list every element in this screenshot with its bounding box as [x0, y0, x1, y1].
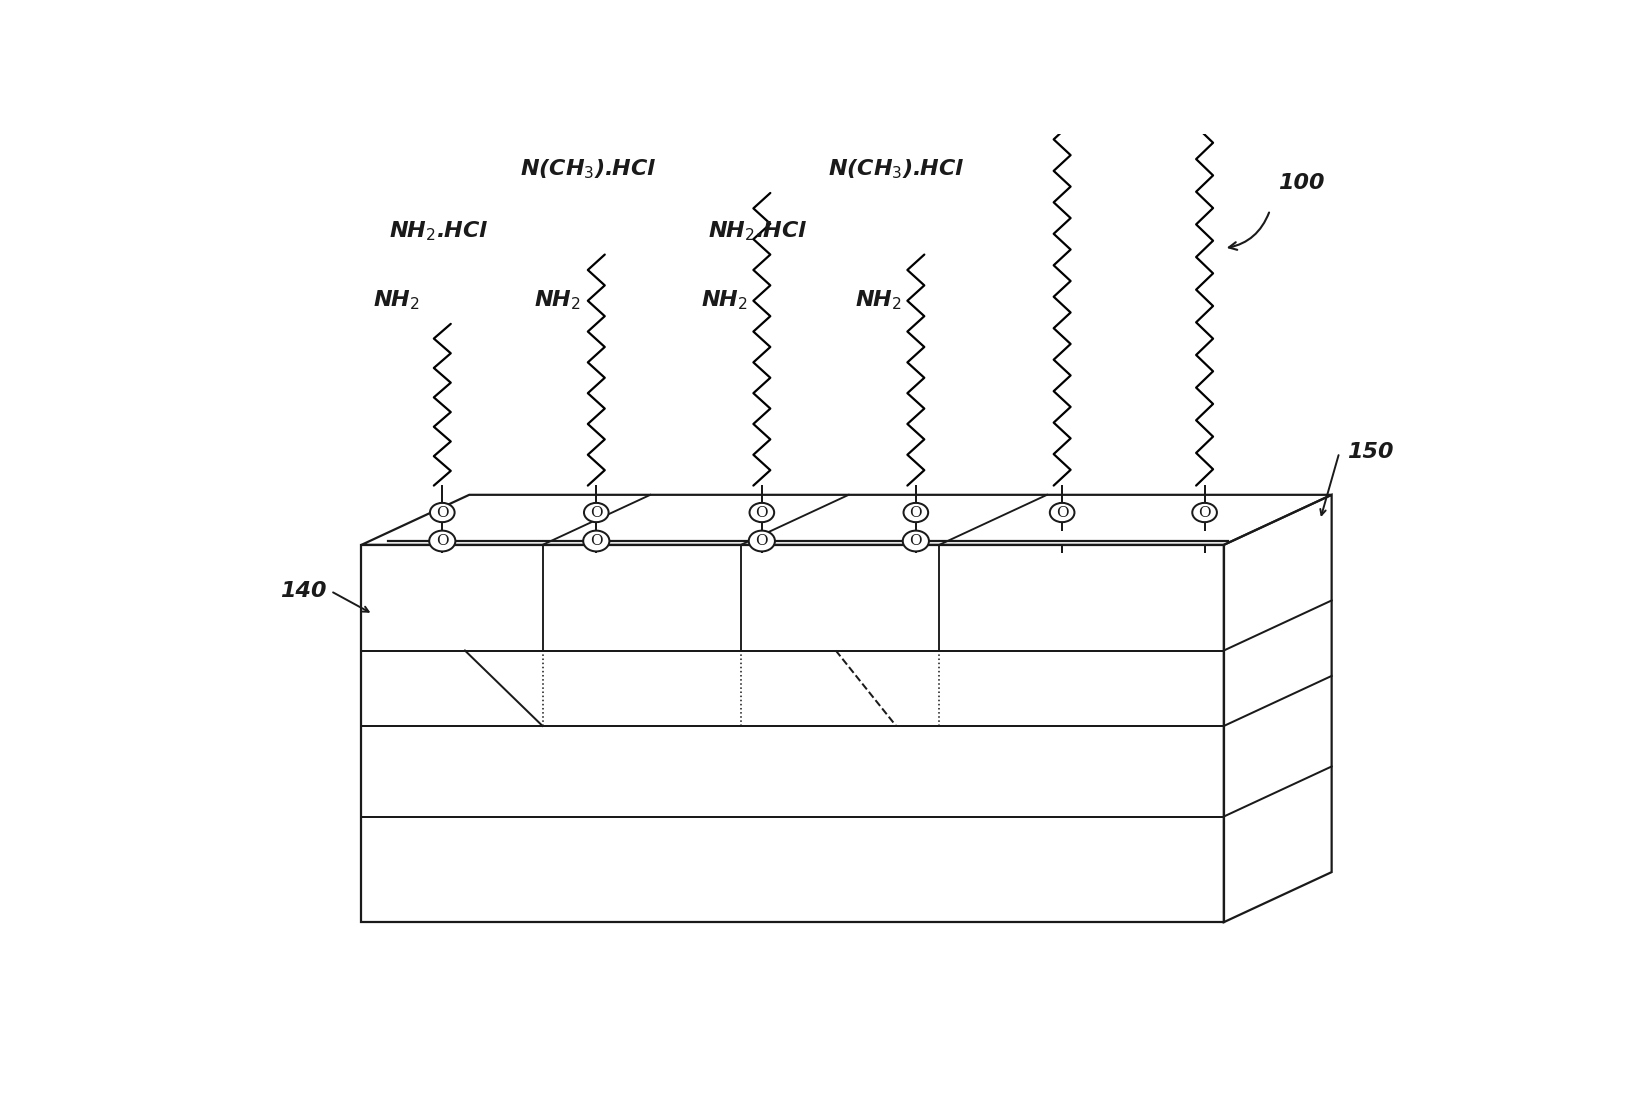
Text: NH$_2$.HCl: NH$_2$.HCl [708, 219, 807, 243]
Ellipse shape [1193, 502, 1217, 522]
Ellipse shape [1049, 502, 1074, 522]
Ellipse shape [430, 502, 454, 522]
Text: 140: 140 [280, 582, 327, 602]
Text: N(CH$_3$).HCl: N(CH$_3$).HCl [828, 158, 965, 182]
Text: 150: 150 [1347, 442, 1394, 462]
Text: O: O [436, 506, 449, 519]
Text: NH$_2$: NH$_2$ [856, 289, 903, 312]
Text: O: O [755, 506, 768, 519]
Text: N(CH$_3$).HCl: N(CH$_3$).HCl [521, 158, 657, 182]
Ellipse shape [582, 530, 610, 551]
Text: NH$_2$: NH$_2$ [373, 289, 420, 312]
FancyArrowPatch shape [1228, 213, 1269, 250]
Ellipse shape [584, 502, 608, 522]
Text: NH$_2$: NH$_2$ [534, 289, 581, 312]
Ellipse shape [903, 530, 929, 551]
Text: NH$_2$.HCl: NH$_2$.HCl [389, 219, 488, 243]
Ellipse shape [430, 530, 456, 551]
Text: O: O [591, 506, 602, 519]
Text: O: O [436, 534, 449, 548]
Text: O: O [909, 534, 923, 548]
Text: O: O [909, 506, 923, 519]
Text: O: O [1056, 506, 1069, 519]
Ellipse shape [748, 530, 774, 551]
Text: NH$_2$: NH$_2$ [701, 289, 748, 312]
Text: 100: 100 [1277, 173, 1324, 193]
Ellipse shape [750, 502, 774, 522]
Text: O: O [755, 534, 768, 548]
Text: O: O [1197, 506, 1210, 519]
Text: O: O [591, 534, 602, 548]
Ellipse shape [903, 502, 927, 522]
